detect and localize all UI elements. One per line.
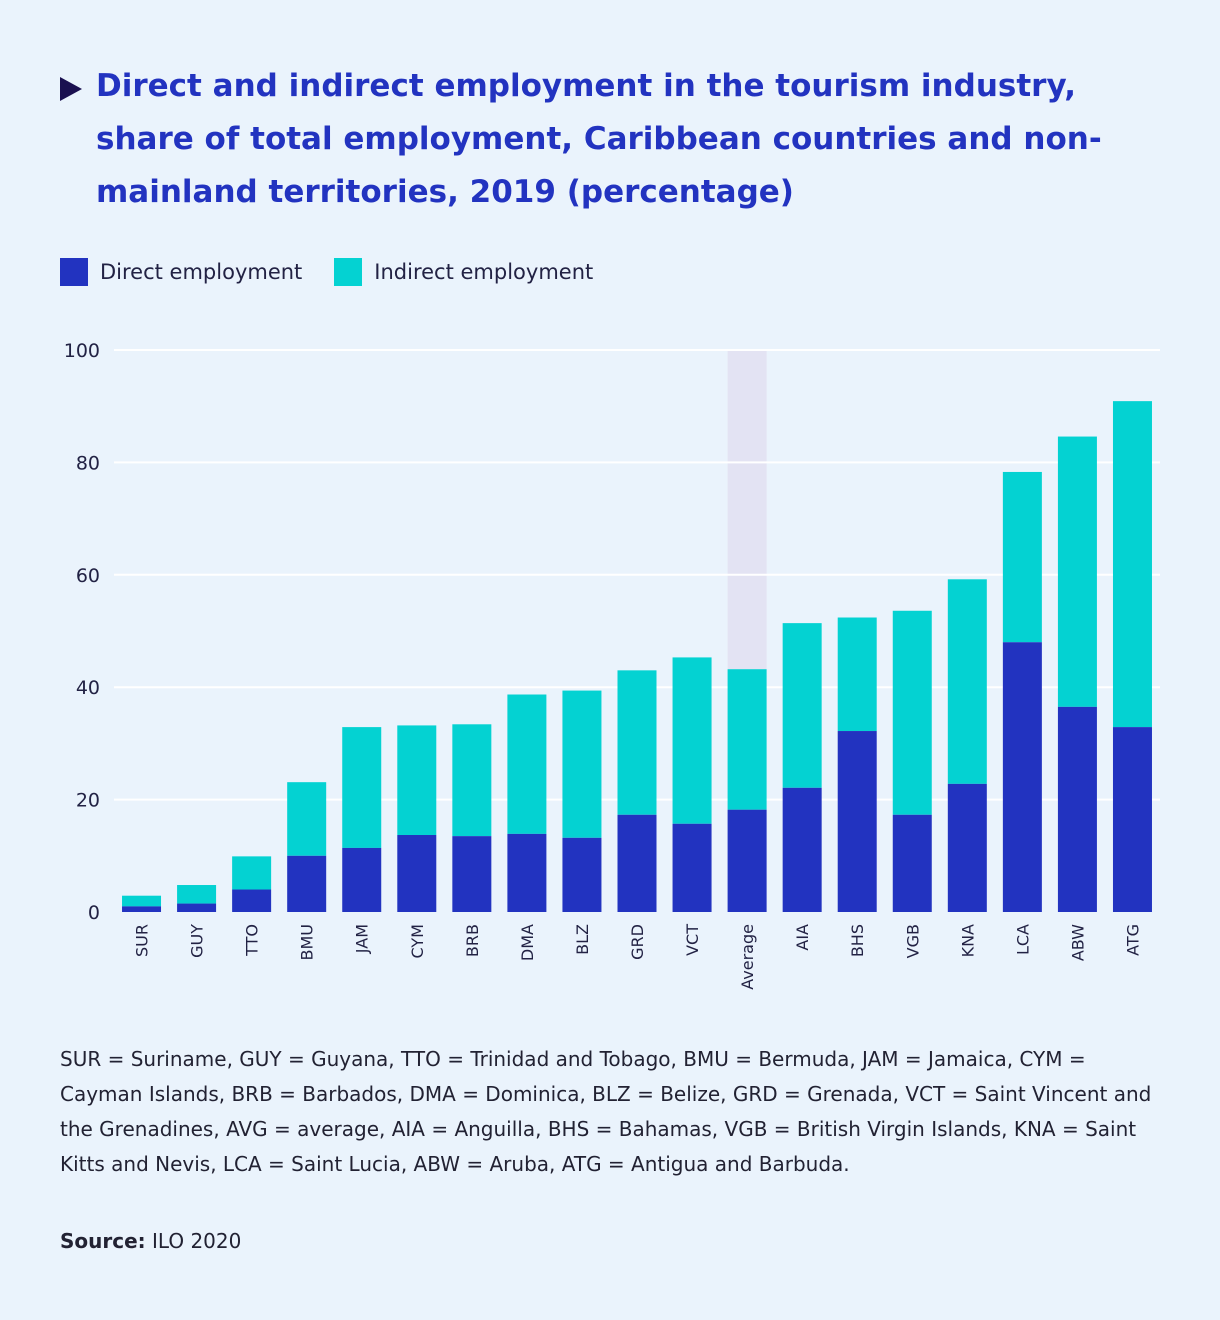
x-tick-label-bhs: BHS [848, 924, 867, 957]
x-tick-label-cym: CYM [408, 924, 427, 958]
x-tick-label-dma: DMA [518, 924, 537, 961]
bar-indirect-lca [1002, 471, 1042, 643]
bar-indirect-atg [1112, 401, 1152, 728]
x-tick-label-kna: KNA [958, 924, 977, 957]
x-tick-label-atg: ATG [1123, 924, 1142, 956]
bar-direct-bmu [287, 855, 327, 912]
x-tick-label-bmu: BMU [298, 924, 317, 961]
x-tick-label-vgb: VGB [903, 924, 922, 958]
bar-direct-vgb [892, 814, 932, 912]
bar-indirect-dma [507, 694, 547, 834]
bar-indirect-bhs [837, 617, 877, 732]
bar-direct-tto [232, 889, 272, 912]
bar-direct-atg [1112, 727, 1152, 912]
bar-indirect-average [727, 669, 767, 810]
legend-label-direct: Direct employment [100, 260, 303, 284]
y-tick-label-0: 0 [88, 902, 100, 924]
bar-indirect-tto [232, 856, 272, 890]
x-tick-label-guy: GUY [188, 924, 207, 958]
x-tick-label-aia: AIA [793, 924, 812, 951]
bar-indirect-bmu [287, 782, 327, 856]
x-tick-label-brb: BRB [463, 924, 482, 957]
bar-indirect-guy [177, 885, 217, 904]
legend-label-indirect: Indirect employment [374, 260, 594, 284]
source-label: Source: [60, 1229, 146, 1253]
bar-direct-lca [1002, 642, 1042, 912]
bar-layer [122, 401, 1152, 912]
x-tick-label-average: Average [738, 924, 757, 990]
x-tick-label-lca: LCA [1013, 924, 1032, 955]
bar-indirect-cym [397, 725, 437, 836]
stacked-bar-chart: 0 20 40 60 80 100 SUR GUY TTO BMU JAM CYM BRB DMA BLZ… [64, 340, 1160, 990]
bar-indirect-brb [452, 724, 492, 837]
x-tick-label-abw: ABW [1068, 924, 1087, 961]
bar-direct-dma [507, 833, 547, 912]
triangle-marker-icon [60, 77, 82, 101]
legend-swatch-direct [60, 258, 88, 286]
bar-indirect-grd [617, 670, 657, 815]
legend-swatch-indirect [334, 258, 363, 286]
bar-direct-brb [452, 836, 492, 912]
y-tick-label-40: 40 [76, 677, 100, 699]
bar-indirect-abw [1057, 436, 1097, 707]
x-axis: SUR GUY TTO BMU JAM CYM BRB DMA BLZ GRD VCT Average… [133, 924, 1143, 990]
bar-direct-blz [562, 837, 602, 912]
x-tick-label-vct: VCT [683, 924, 702, 956]
y-axis: 0 20 40 60 80 100 [64, 340, 100, 924]
y-tick-label-100: 100 [64, 340, 100, 362]
x-tick-label-jam: JAM [353, 924, 372, 954]
legend: Direct employment Indirect employment [60, 258, 625, 286]
bar-direct-grd [617, 814, 657, 912]
bar-indirect-jam [342, 727, 382, 848]
x-tick-label-tto: TTO [243, 924, 262, 957]
bar-direct-bhs [837, 731, 877, 912]
bar-direct-kna [947, 783, 987, 912]
x-tick-label-sur: SUR [133, 924, 152, 957]
x-tick-label-grd: GRD [628, 924, 647, 960]
chart-title: Direct and indirect employment in the to… [96, 68, 1102, 210]
y-tick-label-20: 20 [76, 790, 100, 812]
bar-direct-abw [1057, 706, 1097, 912]
bar-indirect-kna [947, 579, 987, 784]
y-tick-label-80: 80 [76, 452, 100, 474]
bar-direct-aia [782, 787, 822, 912]
source-line: Source: ILO 2020 [60, 1224, 241, 1259]
abbreviation-notes: SUR = Suriname, GUY = Guyana, TTO = Trin… [60, 1047, 1152, 1176]
bar-direct-jam [342, 847, 382, 912]
source-text: ILO 2020 [145, 1229, 242, 1253]
bar-direct-average [727, 809, 767, 912]
bar-direct-sur [122, 906, 162, 912]
legend-item-indirect: Indirect employment [334, 258, 593, 286]
bar-direct-guy [177, 903, 217, 912]
title-block: Direct and indirect employment in the to… [58, 60, 1168, 219]
bar-direct-vct [672, 823, 712, 912]
bar-indirect-blz [562, 690, 602, 838]
bar-indirect-vct [672, 657, 712, 824]
x-tick-label-blz: BLZ [573, 924, 592, 955]
bar-direct-cym [397, 835, 437, 912]
bar-indirect-sur [122, 895, 162, 907]
bar-indirect-aia [782, 623, 822, 788]
y-tick-label-60: 60 [76, 565, 100, 587]
bar-indirect-vgb [892, 610, 932, 815]
legend-item-direct: Direct employment [60, 258, 302, 286]
